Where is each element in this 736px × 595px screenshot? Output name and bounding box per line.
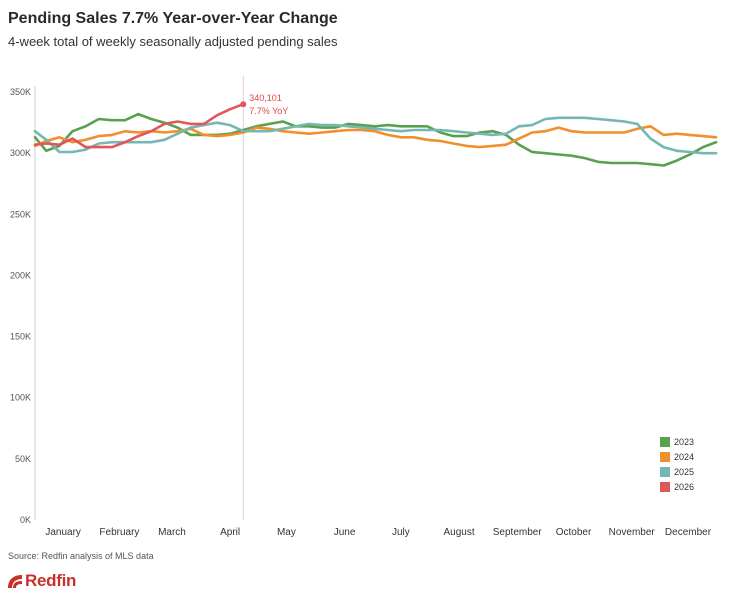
- y-tick-label: 250K: [10, 209, 31, 219]
- series-line-2025: [33, 116, 718, 155]
- legend-label-2026: 2026: [674, 481, 695, 492]
- legend-item-2023: 2023: [660, 434, 694, 449]
- y-tick-label: 100K: [10, 393, 31, 403]
- legend-item-2024: 2024: [660, 449, 694, 464]
- x-tick-label: January: [45, 527, 81, 538]
- source-note: Source: Redfin analysis of MLS data: [8, 551, 154, 561]
- y-tick-label: 350K: [10, 87, 31, 97]
- y-tick-label: 200K: [10, 270, 31, 280]
- y-tick-label: 50K: [15, 454, 31, 464]
- redfin-logo-icon: [8, 575, 22, 588]
- legend-swatch-2025: [660, 466, 670, 477]
- y-tick-label: 0K: [20, 515, 31, 525]
- x-tick-label: June: [334, 527, 356, 538]
- x-tick-label: December: [665, 527, 712, 538]
- endpoint-value-label: 340,101: [249, 93, 282, 103]
- chart-title: Pending Sales 7.7% Year-over-Year Change: [8, 10, 338, 27]
- legend-label-2025: 2025: [674, 466, 695, 477]
- x-tick-label: February: [99, 527, 139, 538]
- y-tick-label: 300K: [10, 148, 31, 158]
- x-tick-label: September: [493, 527, 543, 538]
- series-line-2026: [33, 102, 245, 149]
- legend-swatch-2023: [660, 436, 670, 447]
- x-tick-label: May: [277, 527, 296, 538]
- legend-item-2025: 2025: [660, 464, 694, 479]
- x-tick-label: October: [556, 527, 592, 538]
- series-lines: [33, 102, 718, 167]
- annotations: 340,101 7.7% YoY: [240, 93, 288, 116]
- endpoint-yoy-label: 7.7% YoY: [249, 106, 288, 116]
- chart-subtitle: 4-week total of weekly seasonally adjust…: [8, 34, 338, 49]
- series-endpoint-2026: [240, 101, 247, 108]
- legend-swatch-2024: [660, 451, 670, 462]
- x-tick-label: August: [443, 527, 474, 538]
- series-line-2023: [33, 112, 718, 167]
- legend: 2023 2024 2025 2026: [660, 434, 694, 494]
- x-tick-label: July: [392, 527, 410, 538]
- redfin-logo-text: Redfin: [25, 571, 77, 590]
- x-tick-label: April: [220, 527, 240, 538]
- x-tick-label: March: [158, 527, 186, 538]
- axes: 0K 50K 100K 150K 200K 250K 300K 350K January Febr…: [10, 76, 712, 538]
- legend-swatch-2026: [660, 481, 670, 492]
- x-tick-label: November: [609, 527, 656, 538]
- y-tick-label: 150K: [10, 332, 31, 342]
- legend-label-2024: 2024: [674, 451, 695, 462]
- legend-item-2026: 2026: [660, 479, 694, 494]
- redfin-logo[interactable]: Redfin: [7, 571, 76, 591]
- legend-label-2023: 2023: [674, 436, 695, 447]
